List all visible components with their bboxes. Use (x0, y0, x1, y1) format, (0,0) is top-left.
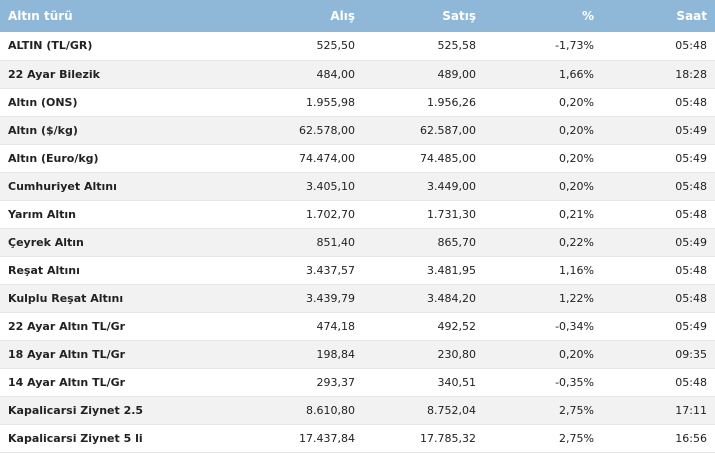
buy-cell: 484,00 (240, 60, 363, 89)
header-percent[interactable]: % (484, 0, 602, 32)
percent-cell: -0,35% (484, 368, 602, 397)
time-cell: 05:48 (602, 172, 715, 201)
header-sell[interactable]: Satış (363, 0, 484, 32)
gold-type-cell: Kapalicarsi Ziynet 5 li (0, 424, 240, 453)
gold-type-cell: Yarım Altın (0, 200, 240, 229)
buy-cell: 1.955,98 (240, 88, 363, 117)
table-row[interactable]: Kulplu Reşat Altını 3.439,79 3.484,20 1,… (0, 284, 715, 313)
time-cell: 05:48 (602, 368, 715, 397)
time-cell: 05:48 (602, 32, 715, 61)
gold-type-cell: 14 Ayar Altın TL/Gr (0, 368, 240, 397)
percent-cell: 1,66% (484, 60, 602, 89)
sell-cell: 17.785,32 (363, 424, 484, 453)
time-cell: 17:11 (602, 396, 715, 425)
buy-cell: 474,18 (240, 312, 363, 341)
buy-cell: 293,37 (240, 368, 363, 397)
table-row[interactable]: Kapalicarsi Ziynet 2.5 8.610,80 8.752,04… (0, 396, 715, 425)
percent-cell: 0,20% (484, 116, 602, 145)
percent-cell: 2,75% (484, 424, 602, 453)
buy-cell: 17.437,84 (240, 424, 363, 453)
percent-cell: 1,22% (484, 284, 602, 313)
table-row[interactable]: 18 Ayar Altın TL/Gr 198,84 230,80 0,20% … (0, 340, 715, 369)
time-cell: 05:48 (602, 284, 715, 313)
percent-cell: 0,20% (484, 340, 602, 369)
percent-cell: 0,22% (484, 228, 602, 257)
sell-cell: 3.481,95 (363, 256, 484, 285)
sell-cell: 492,52 (363, 312, 484, 341)
sell-cell: 3.449,00 (363, 172, 484, 201)
gold-type-cell: Altın (ONS) (0, 88, 240, 117)
percent-cell: 1,16% (484, 256, 602, 285)
time-cell: 05:48 (602, 200, 715, 229)
gold-type-cell: 18 Ayar Altın TL/Gr (0, 340, 240, 369)
table-header-row: Altın türü Alış Satış % Saat (0, 0, 715, 32)
header-buy[interactable]: Alış (240, 0, 363, 32)
gold-type-cell: ALTIN (TL/GR) (0, 32, 240, 61)
table-body: ALTIN (TL/GR) 525,50 525,58 -1,73% 05:48… (0, 32, 715, 453)
buy-cell: 3.439,79 (240, 284, 363, 313)
time-cell: 09:35 (602, 340, 715, 369)
sell-cell: 1.731,30 (363, 200, 484, 229)
time-cell: 05:49 (602, 116, 715, 145)
percent-cell: -0,34% (484, 312, 602, 341)
sell-cell: 230,80 (363, 340, 484, 369)
table-row[interactable]: Altın (Euro/kg) 74.474,00 74.485,00 0,20… (0, 144, 715, 173)
time-cell: 05:48 (602, 88, 715, 117)
sell-cell: 865,70 (363, 228, 484, 257)
header-gold-type[interactable]: Altın türü (0, 0, 240, 32)
table-row[interactable]: Altın ($/kg) 62.578,00 62.587,00 0,20% 0… (0, 116, 715, 145)
time-cell: 05:49 (602, 228, 715, 257)
table-row[interactable]: Cumhuriyet Altını 3.405,10 3.449,00 0,20… (0, 172, 715, 201)
table-row[interactable]: Kapalicarsi Ziynet 5 li 17.437,84 17.785… (0, 424, 715, 453)
buy-cell: 198,84 (240, 340, 363, 369)
sell-cell: 1.956,26 (363, 88, 484, 117)
gold-type-cell: Altın (Euro/kg) (0, 144, 240, 173)
table-row[interactable]: 22 Ayar Bilezik 484,00 489,00 1,66% 18:2… (0, 60, 715, 89)
buy-cell: 74.474,00 (240, 144, 363, 173)
percent-cell: 2,75% (484, 396, 602, 425)
header-time[interactable]: Saat (602, 0, 715, 32)
table-row[interactable]: Çeyrek Altın 851,40 865,70 0,22% 05:49 (0, 228, 715, 257)
sell-cell: 525,58 (363, 32, 484, 61)
percent-cell: 0,20% (484, 144, 602, 173)
gold-type-cell: Kapalicarsi Ziynet 2.5 (0, 396, 240, 425)
buy-cell: 62.578,00 (240, 116, 363, 145)
time-cell: 16:56 (602, 424, 715, 453)
buy-cell: 1.702,70 (240, 200, 363, 229)
table-row[interactable]: Yarım Altın 1.702,70 1.731,30 0,21% 05:4… (0, 200, 715, 229)
buy-cell: 525,50 (240, 32, 363, 61)
gold-type-cell: Cumhuriyet Altını (0, 172, 240, 201)
percent-cell: 0,20% (484, 88, 602, 117)
percent-cell: 0,21% (484, 200, 602, 229)
table-row[interactable]: Altın (ONS) 1.955,98 1.956,26 0,20% 05:4… (0, 88, 715, 117)
buy-cell: 851,40 (240, 228, 363, 257)
sell-cell: 3.484,20 (363, 284, 484, 313)
table-row[interactable]: Reşat Altını 3.437,57 3.481,95 1,16% 05:… (0, 256, 715, 285)
table-row[interactable]: ALTIN (TL/GR) 525,50 525,58 -1,73% 05:48 (0, 32, 715, 61)
buy-cell: 3.437,57 (240, 256, 363, 285)
time-cell: 05:49 (602, 144, 715, 173)
percent-cell: 0,20% (484, 172, 602, 201)
gold-type-cell: 22 Ayar Bilezik (0, 60, 240, 89)
gold-type-cell: Kulplu Reşat Altını (0, 284, 240, 313)
buy-cell: 8.610,80 (240, 396, 363, 425)
table-row[interactable]: 22 Ayar Altın TL/Gr 474,18 492,52 -0,34%… (0, 312, 715, 341)
time-cell: 05:49 (602, 312, 715, 341)
time-cell: 05:48 (602, 256, 715, 285)
gold-type-cell: Altın ($/kg) (0, 116, 240, 145)
percent-cell: -1,73% (484, 32, 602, 61)
buy-cell: 3.405,10 (240, 172, 363, 201)
sell-cell: 489,00 (363, 60, 484, 89)
gold-type-cell: Reşat Altını (0, 256, 240, 285)
sell-cell: 340,51 (363, 368, 484, 397)
time-cell: 18:28 (602, 60, 715, 89)
gold-type-cell: Çeyrek Altın (0, 228, 240, 257)
sell-cell: 62.587,00 (363, 116, 484, 145)
gold-type-cell: 22 Ayar Altın TL/Gr (0, 312, 240, 341)
table-row[interactable]: 14 Ayar Altın TL/Gr 293,37 340,51 -0,35%… (0, 368, 715, 397)
sell-cell: 74.485,00 (363, 144, 484, 173)
sell-cell: 8.752,04 (363, 396, 484, 425)
